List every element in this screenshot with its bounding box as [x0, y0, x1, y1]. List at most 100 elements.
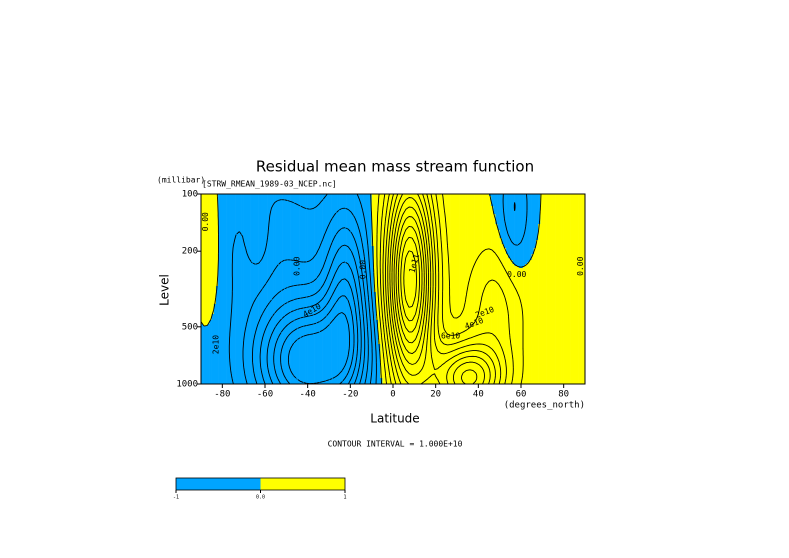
- fill-cell: [478, 194, 481, 385]
- fill-cell: [497, 194, 500, 231]
- fill-cell: [546, 194, 550, 385]
- fill-cell: [341, 194, 345, 385]
- fill-cell: [495, 194, 498, 225]
- fill-cell: [435, 194, 439, 385]
- fill-cell: [279, 194, 283, 385]
- chart-title: Residual mean mass stream function: [256, 158, 534, 176]
- fill-cell: [329, 194, 332, 385]
- fill-cell: [544, 194, 547, 385]
- fill-cell: [403, 194, 407, 385]
- contour-line: [403, 250, 417, 308]
- fill-cell: [574, 194, 577, 385]
- fill-cell: [495, 224, 498, 385]
- fill-cell: [311, 194, 315, 385]
- y-axis-label: Level: [158, 274, 172, 306]
- contour-line: [266, 261, 362, 385]
- fill-cell: [205, 326, 208, 385]
- fill-cell: [284, 194, 287, 385]
- contour-label: 0.00: [293, 256, 302, 275]
- fill-cell: [514, 194, 518, 267]
- fill-cell: [373, 194, 377, 293]
- fill-cell: [299, 194, 302, 385]
- fill-cell: [510, 260, 513, 385]
- fill-cell: [518, 194, 522, 269]
- fill-cell: [265, 194, 268, 385]
- fill-cell: [512, 264, 515, 385]
- fill-cell: [267, 194, 270, 385]
- fill-cell: [322, 194, 326, 385]
- contour-line: [397, 225, 423, 333]
- fill-cell: [348, 194, 351, 385]
- fill-cell: [367, 194, 370, 385]
- x-tick-label: -80: [214, 390, 230, 400]
- fill-cell: [346, 194, 349, 385]
- y-tick-label: 200: [182, 247, 198, 257]
- fill-cell: [303, 194, 306, 385]
- fill-cell: [228, 194, 232, 385]
- fill-cell: [514, 266, 518, 385]
- fill-cell: [538, 194, 541, 225]
- fill-cell: [365, 194, 368, 385]
- fill-cell: [316, 194, 319, 385]
- fill-cell: [205, 194, 208, 327]
- fill-cell: [491, 206, 494, 385]
- fill-cell: [410, 194, 413, 385]
- fill-cell: [222, 194, 225, 385]
- fill-cell: [578, 194, 582, 385]
- fill-cell: [361, 194, 364, 385]
- contour-line: [200, 193, 542, 385]
- fill-cell: [548, 194, 552, 385]
- fill-cell: [335, 194, 338, 385]
- fill-cell: [555, 194, 558, 385]
- fill-cell: [465, 194, 468, 385]
- fill-cell: [501, 194, 505, 245]
- fill-cell: [239, 194, 242, 385]
- contour-line: [389, 193, 491, 385]
- contour-line: [228, 193, 528, 385]
- fill-cell: [314, 194, 317, 385]
- fill-cell: [452, 194, 456, 385]
- fill-cell: [369, 194, 372, 385]
- fill-cell: [461, 194, 464, 385]
- fill-cell: [521, 268, 524, 385]
- fill-cell: [271, 194, 274, 385]
- fill-cell: [582, 194, 586, 385]
- fill-cell: [561, 194, 564, 385]
- contour-line: [385, 193, 502, 385]
- fill-cell: [484, 194, 488, 385]
- fill-cell: [343, 194, 347, 385]
- fill-cell: [529, 260, 532, 385]
- fill-cell: [439, 194, 443, 385]
- y-unit: (millibar): [157, 176, 205, 185]
- fill-cell: [209, 320, 212, 385]
- fill-cell: [529, 194, 532, 261]
- fill-cell: [463, 194, 466, 385]
- fill-cell: [516, 194, 520, 267]
- fill-cell: [235, 194, 238, 385]
- fill-cell: [294, 194, 298, 385]
- fill-cell: [503, 248, 507, 385]
- y-tick-label: 500: [182, 322, 198, 332]
- fill-cell: [215, 194, 219, 287]
- fill-cell: [405, 194, 409, 385]
- fill-cell: [258, 194, 262, 385]
- fill-cell: [489, 196, 492, 385]
- fill-cell: [480, 194, 483, 385]
- x-tick-label: 80: [558, 390, 569, 400]
- fill-cell: [407, 194, 411, 385]
- fill-cell: [401, 194, 404, 385]
- contour-label: 0.00: [359, 260, 368, 279]
- fill-cell: [525, 194, 528, 265]
- y-tick-label: 1000: [176, 380, 198, 390]
- fill-cell: [576, 194, 579, 385]
- fill-cell: [226, 194, 230, 385]
- fill-cell: [331, 194, 334, 385]
- fill-cell: [565, 194, 569, 385]
- fill-cell: [339, 194, 343, 385]
- fill-cell: [572, 194, 575, 385]
- fill-cell: [416, 194, 419, 385]
- contour-note: CONTOUR INTERVAL = 1.000E+10: [328, 440, 463, 449]
- fill-cell: [203, 326, 206, 385]
- fill-cell: [290, 194, 294, 385]
